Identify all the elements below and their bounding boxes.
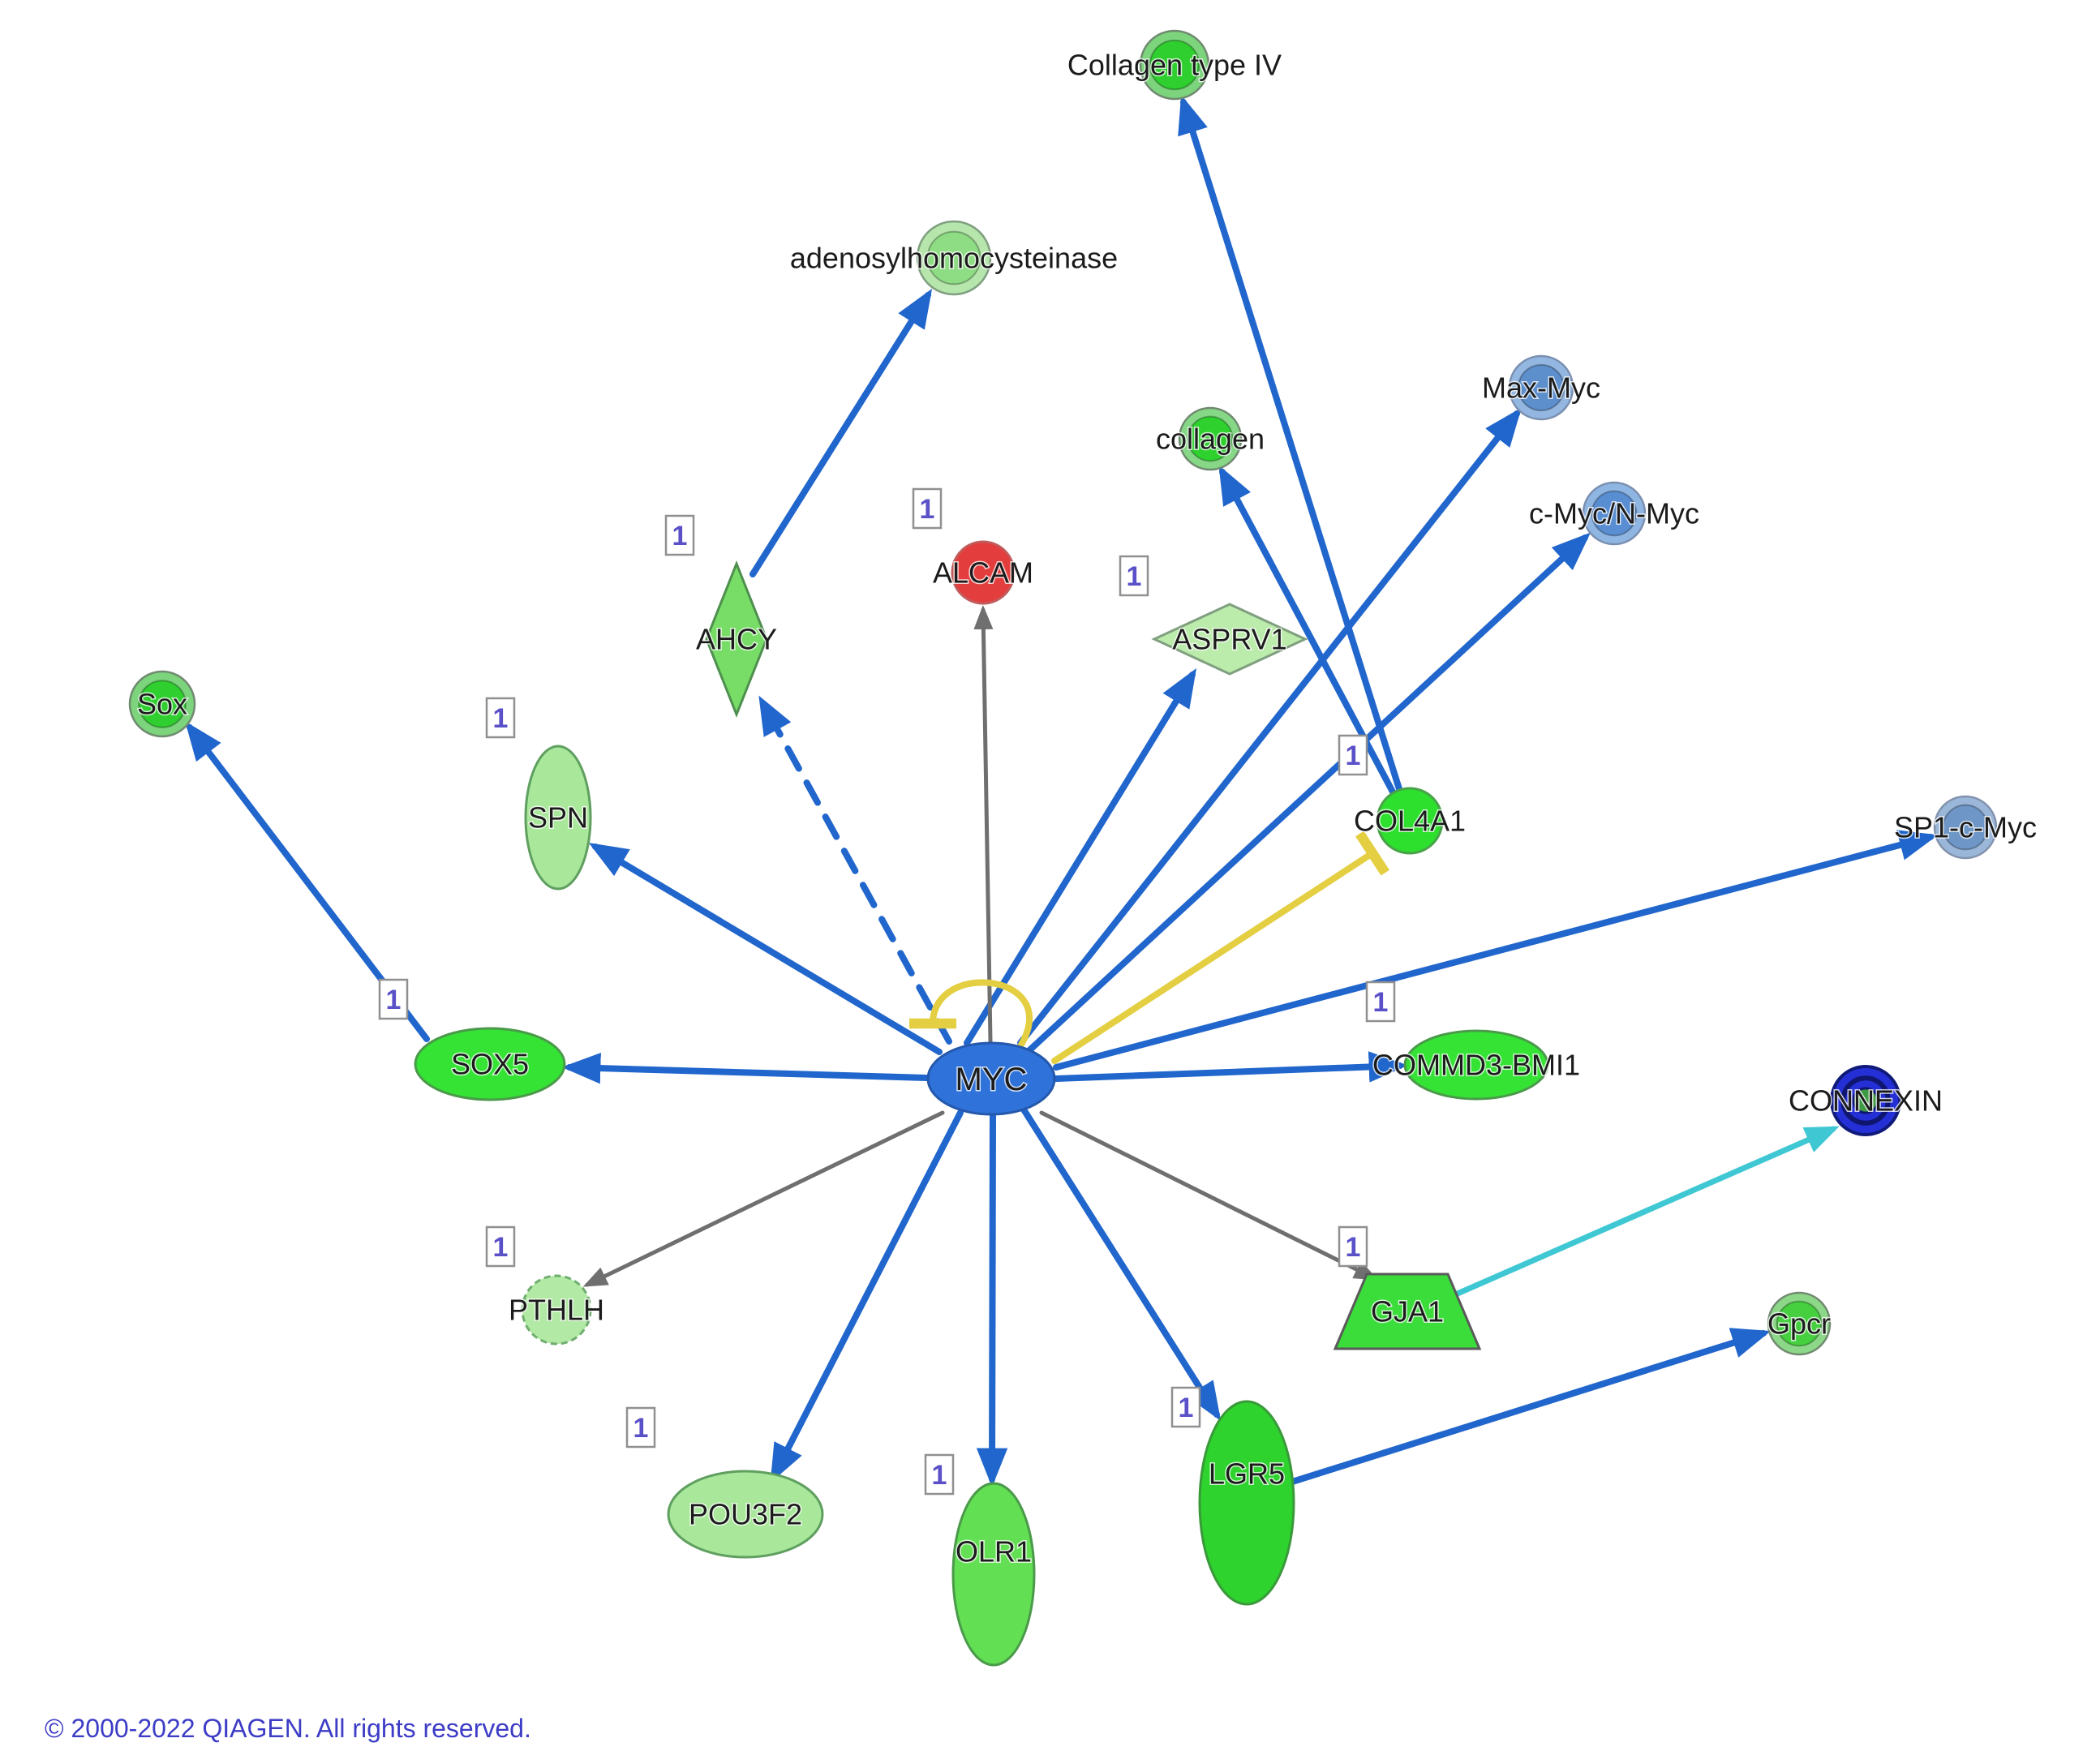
badges-layer: 1 1 1 1 1 1 1 1 1 1 1 1 (378, 487, 1396, 1496)
edge-myc-gja1[interactable] (1039, 1110, 1379, 1281)
node-label-gpcr: Gpcr (1767, 1307, 1831, 1341)
node-label-lgr5: LGR5 (1209, 1457, 1285, 1491)
badge-number: 1 (386, 985, 402, 1015)
node-lgr5[interactable] (1198, 1400, 1295, 1606)
badge-asprv1: 1 (1119, 555, 1149, 597)
badge-col4a1: 1 (1338, 734, 1368, 776)
badge-number: 1 (1346, 1232, 1361, 1263)
edge-myc-max-myc[interactable] (1017, 407, 1522, 1046)
edge-myc-commd3-bmi1[interactable] (1053, 1051, 1408, 1083)
edge-lgr5-gpcr[interactable] (1286, 1328, 1772, 1486)
node-max-myc[interactable] (1508, 354, 1574, 421)
node-asprv1[interactable] (1151, 603, 1308, 676)
labels-layer: Collagen type IV adenosylhomocysteinase co… (135, 47, 2038, 1569)
node-col4a1[interactable] (1376, 787, 1444, 855)
node-label-collagen-type-iv: Collagen type IV (1067, 49, 1282, 82)
badge-number: 1 (1127, 561, 1142, 592)
node-label-max-myc: Max-Myc (1482, 371, 1600, 405)
node-label-spn: SPN (528, 801, 588, 835)
badge-ahcy: 1 (664, 514, 695, 556)
node-label-sox: Sox (137, 688, 187, 721)
node-label-c-myc-n-myc: c-Myc/N-Myc (1529, 497, 1699, 530)
badge-number: 1 (932, 1460, 947, 1491)
edge-gja1-connexin[interactable] (1449, 1126, 1840, 1299)
badge-commd3-bmi1: 1 (1365, 981, 1396, 1023)
badge-number: 1 (633, 1413, 649, 1444)
edge-myc-asprv1[interactable] (964, 667, 1197, 1046)
edge-myc-sox5[interactable] (561, 1052, 930, 1084)
edge-col4a1-collagen-type-iv[interactable] (1178, 94, 1403, 795)
badge-number: 1 (493, 1232, 509, 1263)
badge-gja1: 1 (1338, 1225, 1368, 1268)
badge-number: 1 (493, 703, 509, 734)
footer-layer: © 2000-2022 QIAGEN. All rights reserved. (45, 1714, 531, 1743)
node-pthlh[interactable] (521, 1274, 592, 1346)
node-spn[interactable] (524, 745, 592, 891)
edge-myc-pthlh[interactable] (582, 1110, 945, 1287)
edge-myc-col4a1-inhibition[interactable] (1051, 853, 1372, 1064)
badge-sox5: 1 (378, 978, 409, 1020)
edge-myc-c-myc-n-myc[interactable] (1025, 532, 1591, 1054)
badge-number: 1 (672, 521, 688, 552)
badge-number: 1 (1346, 740, 1361, 771)
edge-myc-alcam[interactable] (973, 605, 994, 1044)
node-alcam[interactable] (951, 540, 1016, 605)
edge-myc-spn[interactable] (588, 843, 943, 1055)
node-ahcy[interactable] (705, 560, 768, 719)
node-gja1[interactable] (1333, 1273, 1482, 1350)
node-label-ahcy: AHCY (696, 623, 777, 656)
badge-number: 1 (1373, 987, 1389, 1018)
node-label-myc: MYC (956, 1062, 1028, 1097)
copyright: © 2000-2022 QIAGEN. All rights reserved. (45, 1714, 531, 1743)
edge-myc-ahcy[interactable] (758, 695, 952, 1045)
node-label-asprv1: ASPRV1 (1172, 623, 1286, 656)
edge-myc-pou3f2[interactable] (770, 1109, 964, 1483)
badge-number: 1 (920, 494, 935, 525)
badge-lgr5: 1 (1170, 1386, 1201, 1428)
node-pou3f2[interactable] (667, 1470, 824, 1559)
node-label-gja1: GJA1 (1371, 1295, 1444, 1328)
node-sp1-c-myc[interactable] (1933, 795, 1998, 860)
node-sox5[interactable] (414, 1027, 566, 1101)
node-label-pou3f2: POU3F2 (689, 1498, 802, 1531)
node-collagen-type-iv[interactable] (1139, 29, 1210, 101)
node-label-adenosylhomocysteinase: adenosylhomocysteinase (790, 242, 1118, 275)
badge-number: 1 (1179, 1393, 1194, 1423)
node-commd3-bmi1[interactable] (1403, 1029, 1549, 1101)
node-label-connexin: CONNEXIN (1789, 1084, 1943, 1118)
node-label-olr1: OLR1 (956, 1535, 1032, 1569)
node-label-sox5: SOX5 (451, 1048, 529, 1081)
nodes-layer (128, 29, 1998, 1667)
node-gpcr[interactable] (1767, 1291, 1832, 1356)
edge-myc-lgr5[interactable] (1020, 1106, 1222, 1422)
node-sox[interactable] (128, 670, 196, 738)
badge-pou3f2: 1 (625, 1406, 656, 1449)
node-label-commd3-bmi1: COMMD3-BMI1 (1372, 1049, 1580, 1082)
node-connexin[interactable] (1830, 1065, 1901, 1136)
node-collagen[interactable] (1178, 406, 1243, 471)
node-label-sp1-c-myc: SP1-c-Myc (1894, 811, 2037, 844)
badge-spn: 1 (485, 697, 516, 739)
edge-myc-self-loop[interactable] (933, 979, 1033, 1052)
node-label-pthlh: PTHLH (509, 1294, 604, 1327)
edge-myc-sp1-c-myc[interactable] (1053, 830, 1939, 1071)
badge-pthlh: 1 (485, 1225, 516, 1268)
node-c-myc-n-myc[interactable] (1582, 481, 1647, 546)
node-adenosylhomocysteinase[interactable] (916, 220, 992, 296)
edge-myc-olr1[interactable] (976, 1113, 1008, 1487)
badge-alcam: 1 (912, 487, 943, 530)
node-label-collagen: collagen (1156, 423, 1265, 456)
edges-layer (185, 94, 1939, 1487)
node-label-col4a1: COL4A1 (1354, 805, 1466, 838)
badge-olr1: 1 (924, 1453, 955, 1496)
node-olr1[interactable] (951, 1482, 1036, 1667)
edge-ahcy-adenosylhomocysteinase[interactable] (749, 288, 933, 577)
node-label-alcam: ALCAM (933, 556, 1033, 590)
node-myc[interactable] (926, 1041, 1056, 1116)
